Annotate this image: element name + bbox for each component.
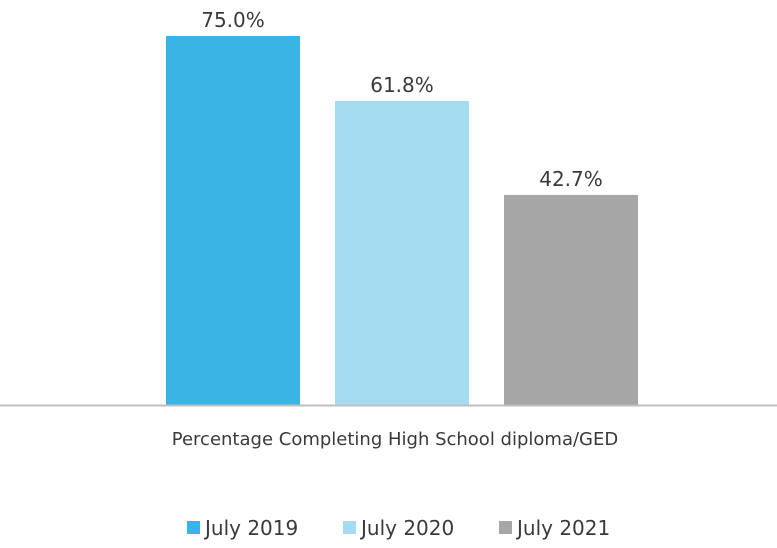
bar-july-2021	[504, 194, 638, 405]
data-label-july-2021: 42.7%	[539, 167, 603, 191]
data-label-july-2020: 61.8%	[370, 73, 434, 97]
legend-swatch-july-2019	[187, 521, 200, 534]
bars-group	[166, 36, 638, 405]
legend-label-july-2019: July 2019	[203, 516, 298, 540]
bar-july-2020	[335, 100, 469, 405]
legend: July 2019 July 2020 July 2021	[187, 516, 610, 540]
legend-swatch-july-2020	[343, 521, 356, 534]
data-label-july-2019: 75.0%	[201, 8, 265, 32]
legend-swatch-july-2021	[499, 521, 512, 534]
bar-july-2019	[166, 36, 300, 405]
category-label: Percentage Completing High School diplom…	[172, 429, 618, 450]
legend-label-july-2021: July 2021	[515, 516, 610, 540]
data-labels-group: 75.0% 61.8% 42.7%	[201, 8, 603, 191]
legend-label-july-2020: July 2020	[359, 516, 454, 540]
